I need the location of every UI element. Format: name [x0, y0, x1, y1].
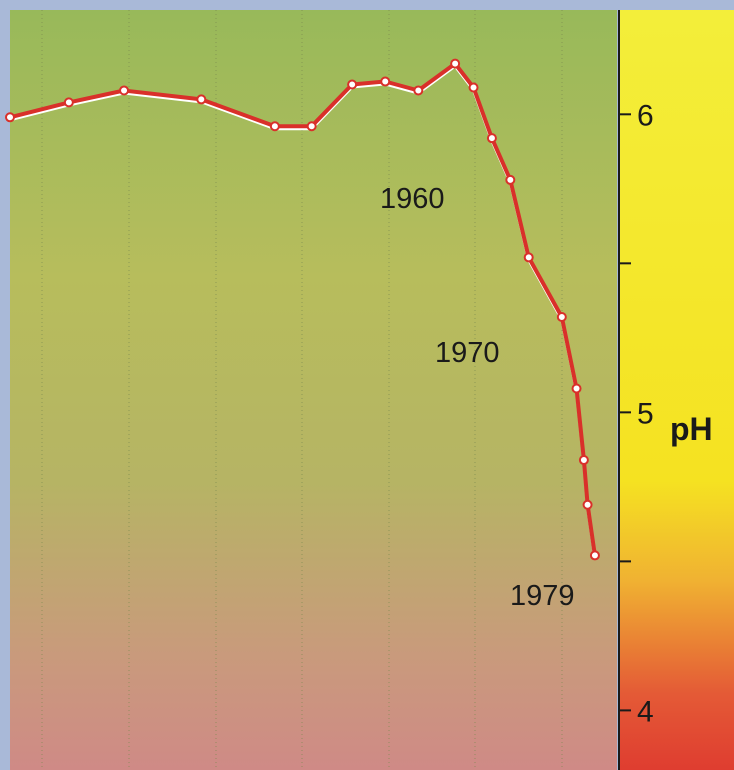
- data-point: [505, 174, 516, 185]
- annotation-1960: 1960: [380, 183, 445, 215]
- data-point: [468, 82, 479, 93]
- y-tick-label: 6: [637, 99, 654, 132]
- data-points: [5, 58, 600, 561]
- data-point: [5, 112, 15, 123]
- data-point: [269, 121, 280, 132]
- y-tick-label: 5: [637, 397, 654, 430]
- plot-area: [10, 10, 617, 770]
- data-point: [306, 121, 317, 132]
- data-point: [63, 97, 74, 108]
- data-point: [582, 499, 593, 510]
- data-point: [571, 383, 582, 394]
- data-point: [119, 85, 130, 96]
- annotation-1970: 1970: [435, 337, 500, 369]
- data-point: [347, 79, 358, 90]
- data-point: [486, 133, 497, 144]
- data-point: [589, 550, 600, 561]
- y-tick-label: 4: [637, 695, 654, 728]
- data-point: [578, 455, 589, 466]
- data-point: [523, 252, 534, 263]
- data-point: [413, 85, 424, 96]
- annotation-1979: 1979: [510, 580, 575, 612]
- data-point: [556, 311, 567, 322]
- vertical-grid: [41, 10, 563, 770]
- data-point: [380, 76, 391, 87]
- y-axis-title: pH: [670, 411, 713, 447]
- ph-scale-band: [619, 10, 734, 770]
- data-point: [450, 58, 461, 69]
- data-point: [196, 94, 207, 105]
- y-axis-ticks: 4 5 6: [619, 99, 654, 728]
